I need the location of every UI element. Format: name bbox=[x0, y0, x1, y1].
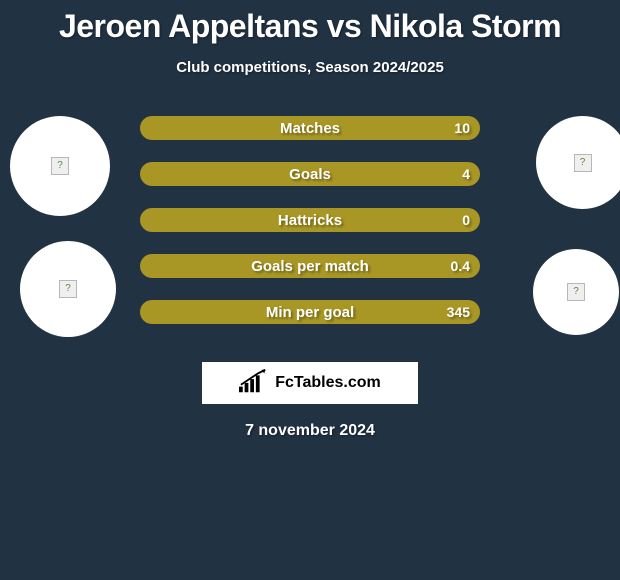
stat-bar-left bbox=[140, 116, 310, 140]
player2-name: Nikola Storm bbox=[370, 8, 561, 44]
subtitle: Club competitions, Season 2024/2025 bbox=[0, 59, 620, 76]
broken-image-icon: ? bbox=[574, 154, 592, 172]
player2-club-circle: ? bbox=[536, 116, 620, 209]
stat-bar-right bbox=[310, 208, 480, 232]
stat-bar-value-right: 0.4 bbox=[451, 254, 470, 278]
stat-bar-value-right: 0 bbox=[462, 208, 470, 232]
stat-bar-left bbox=[140, 254, 310, 278]
broken-image-icon: ? bbox=[59, 280, 77, 298]
stat-bar-left bbox=[140, 300, 310, 324]
logo-text: FcTables.com bbox=[275, 374, 381, 392]
stat-bar-value-right: 10 bbox=[454, 116, 470, 140]
stat-bar-value-right: 345 bbox=[447, 300, 470, 324]
stat-bar-right bbox=[310, 162, 480, 186]
chart-icon bbox=[239, 369, 269, 398]
vs-separator: vs bbox=[327, 8, 362, 44]
logo-box: FcTables.com bbox=[202, 362, 418, 404]
stat-bar-row: Goals4 bbox=[140, 162, 480, 186]
page-title: Jeroen Appeltans vs Nikola Storm bbox=[0, 0, 620, 45]
stat-bar-left bbox=[140, 208, 310, 232]
player1-name: Jeroen Appeltans bbox=[59, 8, 318, 44]
broken-image-icon: ? bbox=[51, 157, 69, 175]
footer-date: 7 november 2024 bbox=[0, 422, 620, 440]
stat-bar-left bbox=[140, 162, 310, 186]
player1-club-circle: ? bbox=[10, 116, 110, 216]
stat-bar-row: Goals per match0.4 bbox=[140, 254, 480, 278]
stat-bar-row: Matches10 bbox=[140, 116, 480, 140]
player2-flag-circle: ? bbox=[533, 249, 619, 335]
comparison-infographic: Jeroen Appeltans vs Nikola Storm Club co… bbox=[0, 0, 620, 580]
stat-bar-value-right: 4 bbox=[462, 162, 470, 186]
stat-bar-row: Min per goal345 bbox=[140, 300, 480, 324]
player1-flag-circle: ? bbox=[20, 241, 116, 337]
stat-bars: Matches10 Goals4 Hattricks0 Goals per match… bbox=[140, 116, 480, 346]
broken-image-icon: ? bbox=[567, 283, 585, 301]
stat-bar-row: Hattricks0 bbox=[140, 208, 480, 232]
comparison-area: ? ? ? ? Matches10 Goals4 Hattricks0 Goals p… bbox=[0, 116, 620, 356]
